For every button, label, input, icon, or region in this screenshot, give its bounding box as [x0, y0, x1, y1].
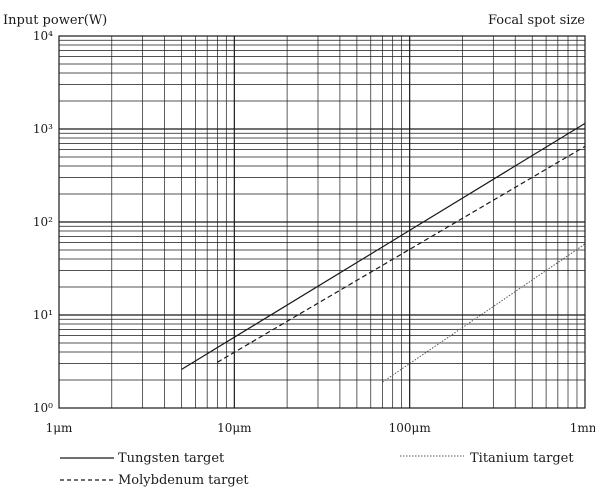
legend-label-tungsten: Tungsten target — [118, 451, 225, 466]
tick-labels: 1μm 10μm 100μm 1mm 10⁰ 10¹ 10² 10³ 10⁴ — [33, 29, 595, 435]
legend: Tungsten target Molybdenum target Titani… — [60, 451, 574, 488]
grid — [59, 36, 585, 408]
series-layer — [181, 122, 586, 383]
y-tick-label: 10⁴ — [33, 29, 53, 43]
x-tick-label: 10μm — [217, 421, 252, 435]
y-tick-label: 10⁰ — [33, 401, 53, 415]
y-axis-label: Input power(W) — [3, 13, 107, 28]
y-tick-label: 10¹ — [33, 308, 53, 322]
x-tick-label: 1mm — [570, 421, 595, 435]
series-line-tungsten — [181, 122, 586, 370]
legend-label-molybdenum: Molybdenum target — [118, 473, 249, 488]
y-tick-label: 10² — [33, 215, 53, 229]
series-line-molybdenum — [216, 145, 586, 363]
x-axis-label: Focal spot size — [488, 13, 585, 28]
plot-frame — [58, 35, 586, 409]
y-tick-label: 10³ — [33, 122, 53, 136]
x-tick-label: 1μm — [46, 421, 73, 435]
x-tick-label: 100μm — [389, 421, 432, 435]
legend-label-titanium: Titanium target — [470, 451, 574, 466]
series-line-titanium — [382, 243, 586, 383]
